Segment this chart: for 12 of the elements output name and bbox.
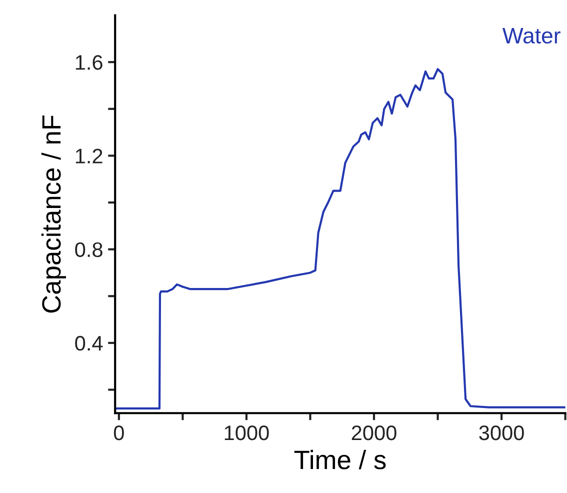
y-tick-label: 1.6 [76,55,102,70]
x-tick-label: 2000 [352,425,396,440]
y-tick-label: 1.2 [76,148,102,164]
y-tick-label: 0.4 [75,336,103,351]
x-tick-label: 0 [114,425,124,440]
line-series [115,68,566,410]
y-tick-label: 0.8 [75,242,102,258]
x-tick-label: 3000 [479,425,524,440]
x-axis-title: Time / s [294,450,386,470]
y-axis-title: Capacitance / nF [41,116,66,313]
text: Water [502,28,560,44]
x-tick-label: 1000 [224,425,269,440]
